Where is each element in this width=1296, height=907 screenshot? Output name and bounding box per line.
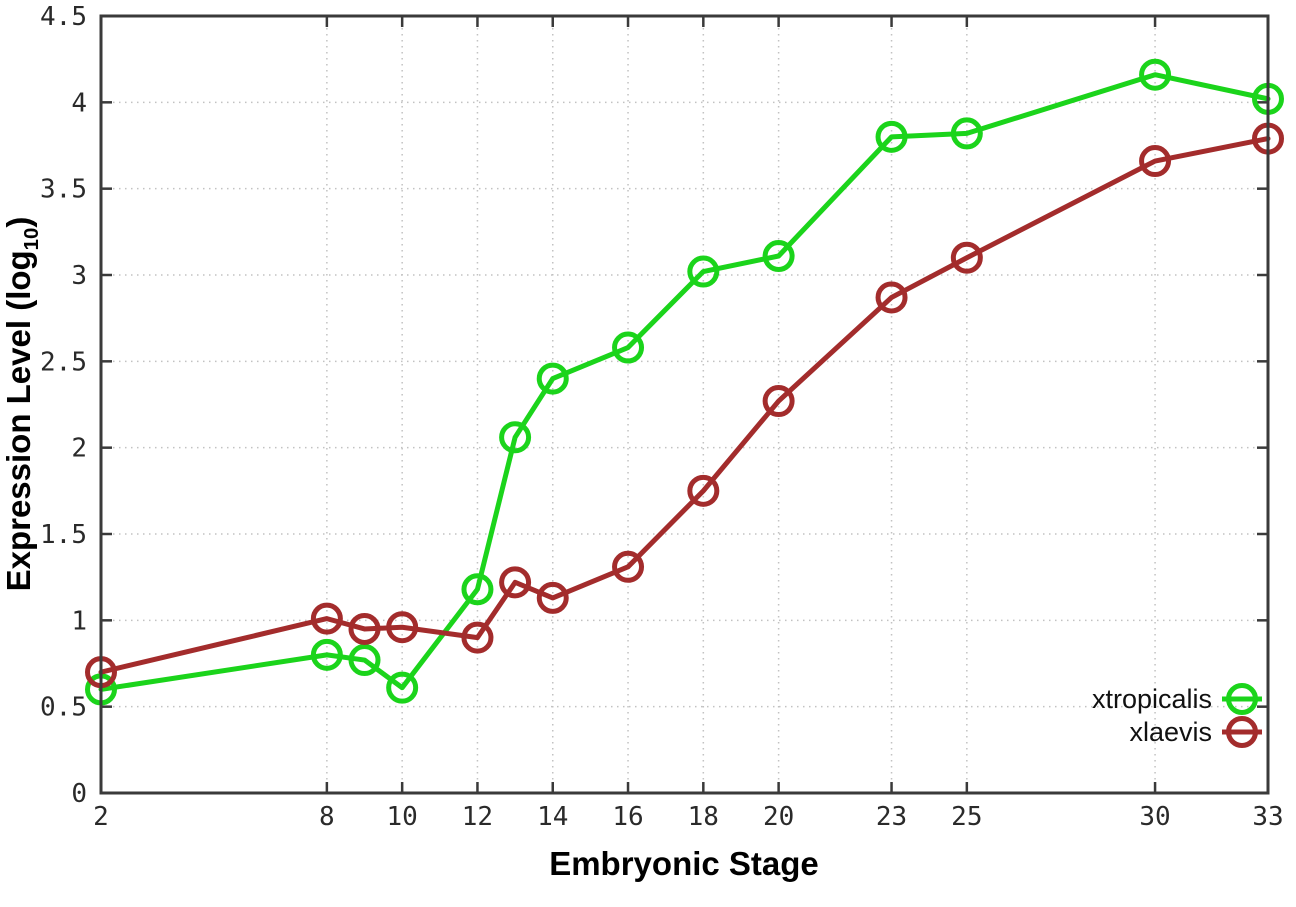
data-point-xlaevis: [348, 612, 381, 645]
x-tick-label: 25: [951, 802, 982, 832]
data-point-xlaevis: [950, 241, 983, 274]
data-point-xtropicalis: [386, 671, 419, 704]
y-tick-label: 1: [71, 606, 87, 636]
y-tick-label: 4.5: [40, 2, 87, 32]
x-tick-label: 18: [688, 802, 719, 832]
tick-layer: 0 0.5 1 1.5 2 2.5 3 3.5 4 4.5 2 8 10 12 14 16 18 20 23 25 30…: [40, 2, 1284, 832]
x-tick-label: 2: [93, 802, 109, 832]
legend-label-xlaevis: xlaevis: [1129, 717, 1212, 747]
x-tick-label: 33: [1252, 802, 1283, 832]
data-point-xlaevis: [536, 581, 569, 614]
data-point-xtropicalis: [499, 421, 532, 454]
y-tick-label: 2.5: [40, 347, 87, 377]
x-tick-label: 14: [537, 802, 568, 832]
legend-samples: [1222, 683, 1262, 748]
data-point-xtropicalis: [762, 240, 795, 273]
data-point-xtropicalis: [687, 255, 720, 288]
data-point-xtropicalis: [1139, 58, 1172, 91]
x-tick-label: 10: [387, 802, 418, 832]
x-axis-title: Embryonic Stage: [549, 845, 819, 882]
data-point-xtropicalis: [612, 331, 645, 364]
y-tick-label: 0.5: [40, 693, 87, 723]
y-axis-title-main: Expression Level (log: [0, 250, 37, 591]
data-point-xlaevis: [687, 474, 720, 507]
x-tick-label: 30: [1139, 802, 1170, 832]
data-point-xlaevis: [386, 611, 419, 644]
x-tick-label: 20: [763, 802, 794, 832]
data-point-xtropicalis: [875, 120, 908, 153]
y-tick-label: 1.5: [40, 520, 87, 550]
data-point-xlaevis: [612, 550, 645, 583]
legend-sample-marker-xlaevis: [1226, 716, 1258, 748]
y-tick-label: 0: [71, 779, 87, 809]
data-point-xlaevis: [499, 566, 532, 599]
x-tick-label: 12: [462, 802, 493, 832]
y-tick-label: 3: [71, 261, 87, 291]
legend-label-xtropicalis: xtropicalis: [1092, 684, 1212, 714]
x-tick-label: 16: [612, 802, 643, 832]
x-tick-label: 23: [876, 802, 907, 832]
plot-border: [99, 14, 1270, 795]
data-point-xlaevis: [310, 602, 343, 635]
data-point-xlaevis: [461, 621, 494, 654]
data-point-xtropicalis: [310, 638, 343, 671]
data-point-xlaevis: [762, 385, 795, 418]
data-point-xtropicalis: [461, 573, 494, 606]
data-point-xtropicalis: [348, 644, 381, 677]
grid-layer: [101, 16, 1268, 793]
data-point-xlaevis: [1139, 145, 1172, 178]
data-point-xtropicalis: [950, 117, 983, 150]
data-point-xtropicalis: [536, 362, 569, 395]
y-tick-label: 2: [71, 434, 87, 464]
series-line-xlaevis: [98, 136, 1271, 675]
y-tick-label: 3.5: [40, 175, 87, 205]
y-tick-label: 4: [71, 88, 87, 118]
data-point-xlaevis: [875, 281, 908, 314]
y-axis-title: Expression Level (log10): [0, 217, 43, 592]
y-axis-title-subscript: 10: [20, 228, 43, 251]
series-line-xtropicalis: [98, 72, 1271, 692]
y-axis-title-end: ): [0, 217, 37, 228]
series-layer: [85, 58, 1284, 706]
legend-sample-marker-xtropicalis: [1226, 683, 1258, 715]
x-tick-label: 8: [319, 802, 335, 832]
